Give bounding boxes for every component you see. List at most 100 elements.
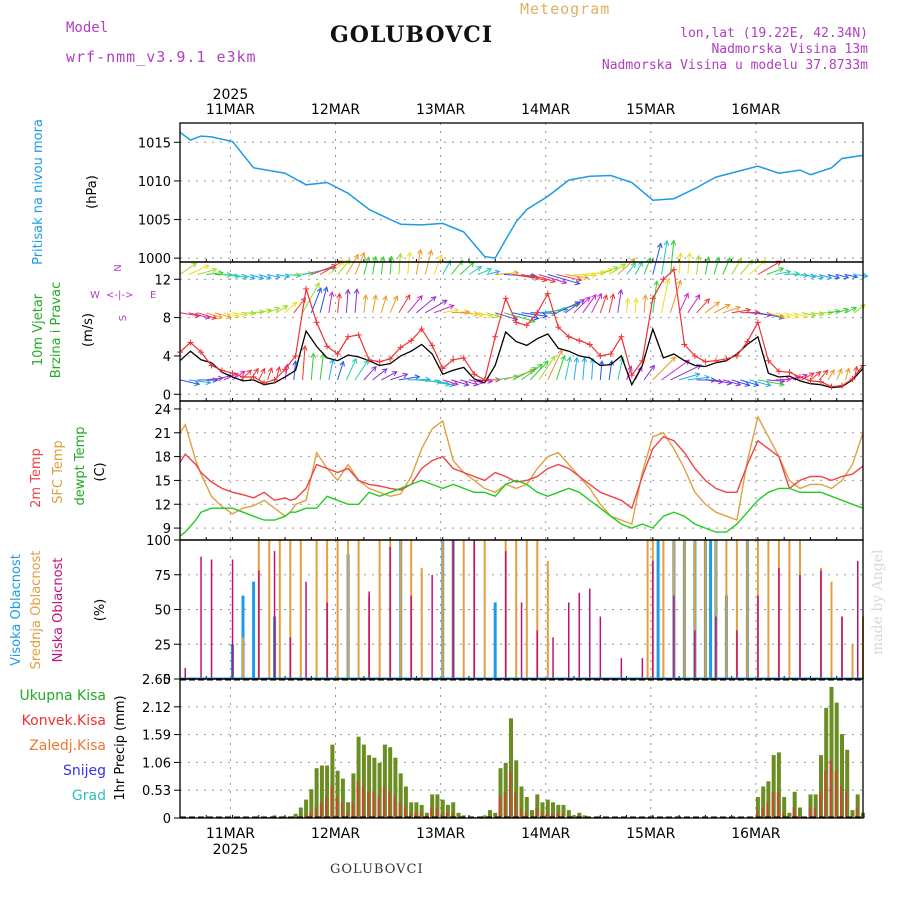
day-label-top: 14MAR	[521, 102, 570, 118]
cloud-low-bar	[200, 556, 202, 679]
precip-conv-bar	[498, 797, 501, 818]
wind-arrow	[460, 379, 479, 386]
wind-arrow-head	[793, 313, 800, 319]
wind-arrow	[363, 294, 367, 313]
cloud-mid-bar	[420, 567, 423, 679]
cloud-low-bar	[505, 551, 507, 679]
dir-arrows: <-|->	[106, 290, 133, 301]
wind-gust-marker	[208, 362, 215, 369]
temperature-ytick-label: 9	[163, 522, 171, 537]
precip-total-bar	[293, 813, 298, 818]
cloud-low-bar	[673, 595, 675, 679]
precip-ytick-label: 1.06	[142, 756, 171, 771]
wind-arrow-head	[630, 262, 637, 269]
wind-arrow-head	[430, 296, 437, 302]
cloud-low-bar	[599, 616, 602, 679]
wind-arrow-head	[194, 312, 201, 319]
cloud-low-bar	[273, 551, 276, 679]
wind-arrow-head	[602, 294, 608, 301]
temp-dew-title: dewpt Temp	[73, 426, 88, 505]
wind-arrow	[425, 379, 450, 386]
wind-arrow	[538, 355, 556, 381]
temp-sfc-title: SFC Temp	[51, 440, 66, 504]
wind-arrow-head	[533, 314, 540, 321]
precip-conv-bar	[304, 815, 307, 818]
precip-total-bar	[577, 812, 582, 818]
wind-arrow	[582, 357, 586, 380]
wind-arrow	[354, 359, 369, 381]
wind-arrow	[495, 312, 518, 321]
wind-arrow-head	[444, 381, 451, 387]
precip-total-bar	[850, 810, 855, 818]
cloud-mid-bar	[851, 644, 854, 680]
wind-arrow	[223, 312, 240, 317]
wind-arrow-head	[561, 279, 568, 285]
precip-conv-bar	[824, 770, 827, 818]
lonlat-text: lon,lat (19.22E, 42.34N)	[680, 26, 868, 41]
wind-arrow	[538, 274, 567, 284]
wind-arrow	[530, 274, 556, 283]
wind-arrow	[433, 304, 454, 314]
wind-arrow-head	[472, 380, 479, 387]
wind-arrow	[433, 379, 455, 386]
wind-arrow	[486, 270, 500, 275]
wind-arrow	[468, 266, 482, 275]
wind-gust-marker	[702, 358, 709, 365]
wind-arrow-head	[233, 312, 240, 319]
wind-arrow-head	[576, 276, 583, 283]
wind-arrow	[678, 293, 689, 314]
wind-arrow	[652, 356, 676, 381]
precip-conv-bar	[540, 812, 543, 818]
wind-arrow-head	[234, 273, 241, 279]
wind-arrow-head	[307, 270, 314, 277]
precip-total-bar	[855, 794, 860, 818]
wind-arrow-head	[747, 259, 754, 266]
precip-total-bar	[819, 755, 823, 818]
precip-total-bar	[572, 815, 576, 818]
wind-arrow-head	[417, 248, 423, 255]
cloud-low-bar	[757, 595, 759, 679]
wind-arrow-head	[448, 304, 455, 310]
precip-total-bar	[388, 747, 393, 818]
wind-arrow	[801, 274, 816, 278]
precip-ytick-label: 0.53	[142, 784, 171, 799]
wind-unit: (m/s)	[81, 313, 96, 347]
precip-legend-item: Ukupna Kisa	[19, 688, 106, 704]
wind-arrow	[845, 274, 858, 278]
wind-arrow-head	[829, 368, 835, 375]
wind-arrow	[468, 312, 484, 316]
wind-arrow-head	[339, 360, 345, 367]
wind-arrow	[801, 312, 816, 317]
cloud-high-title: Visoka Oblacnost	[9, 554, 24, 666]
elevation-text: Nadmorska Visina 13m	[711, 42, 868, 57]
precip-total-bar	[845, 749, 850, 818]
temp-sfc-line	[179, 414, 864, 526]
station-title: GOLUBOVCI	[330, 22, 494, 48]
wind-arrow	[521, 312, 548, 317]
day-label-bottom: 15MAR	[626, 826, 675, 842]
wind-arrow-head	[646, 256, 652, 263]
wind-arrow	[696, 298, 710, 314]
wind-arrow-head	[862, 272, 869, 279]
footer-station: GOLUBOVCI	[330, 862, 424, 877]
precip-total-bar	[346, 802, 351, 818]
wind-arrow	[521, 274, 547, 281]
precip-conv-bar	[367, 791, 370, 818]
cloud-mid-bar	[646, 540, 649, 679]
precip-total-bar	[540, 802, 545, 818]
wind-gust-marker	[229, 370, 236, 377]
wind-gust-marker	[492, 333, 499, 340]
precip-ytick-label: 2.12	[142, 701, 171, 716]
wind-arrow	[512, 367, 537, 381]
wind-arrow-head	[453, 307, 460, 314]
wind-arrow-head	[381, 368, 388, 374]
precip-total-bar	[382, 744, 387, 818]
wind-arrow	[345, 289, 349, 313]
wind-arrow	[407, 295, 423, 314]
wind-arrow	[652, 243, 662, 275]
wind-arrow-head	[372, 294, 378, 301]
temperature-ytick-label: 12	[154, 498, 171, 513]
wind-arrow	[565, 299, 585, 314]
precip-conv-bar	[351, 802, 354, 818]
wind-gust-marker	[303, 285, 310, 292]
